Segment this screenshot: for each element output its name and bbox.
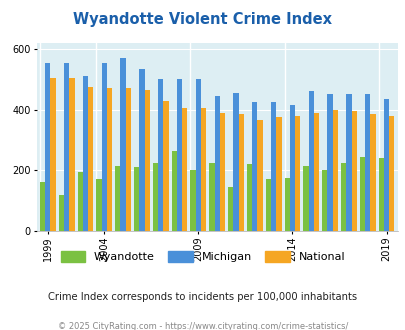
Bar [158, 79, 163, 231]
Bar [252, 102, 257, 231]
Bar [228, 187, 233, 231]
Bar [182, 108, 187, 231]
Bar [83, 76, 88, 231]
Bar [126, 88, 131, 231]
Bar [340, 163, 345, 231]
Bar [257, 120, 262, 231]
Text: Wyandotte Violent Crime Index: Wyandotte Violent Crime Index [73, 12, 332, 26]
Bar [115, 166, 120, 231]
Bar [332, 110, 337, 231]
Bar [144, 90, 149, 231]
Bar [69, 78, 75, 231]
Bar [303, 166, 308, 231]
Bar [378, 158, 383, 231]
Bar [219, 113, 224, 231]
Bar [107, 88, 112, 231]
Bar [64, 63, 69, 231]
Bar [364, 94, 369, 231]
Bar [190, 170, 195, 231]
Bar [238, 114, 243, 231]
Bar [351, 111, 356, 231]
Bar [171, 150, 177, 231]
Bar [308, 91, 313, 231]
Bar [209, 163, 214, 231]
Bar [88, 87, 93, 231]
Bar [284, 178, 289, 231]
Bar [383, 99, 388, 231]
Bar [59, 195, 64, 231]
Bar [214, 96, 219, 231]
Bar [96, 180, 101, 231]
Bar [40, 182, 45, 231]
Bar [120, 58, 126, 231]
Bar [195, 79, 200, 231]
Bar [134, 167, 139, 231]
Bar [152, 163, 158, 231]
Bar [139, 69, 144, 231]
Bar [276, 117, 281, 231]
Bar [388, 116, 394, 231]
Bar [233, 93, 238, 231]
Bar [77, 172, 83, 231]
Bar [177, 79, 182, 231]
Bar [345, 94, 351, 231]
Bar [101, 63, 107, 231]
Bar [294, 116, 300, 231]
Legend: Wyandotte, Michigan, National: Wyandotte, Michigan, National [56, 247, 349, 267]
Bar [45, 63, 50, 231]
Bar [246, 164, 252, 231]
Bar [359, 157, 364, 231]
Text: © 2025 CityRating.com - https://www.cityrating.com/crime-statistics/: © 2025 CityRating.com - https://www.city… [58, 322, 347, 330]
Bar [327, 94, 332, 231]
Bar [289, 105, 294, 231]
Bar [50, 78, 55, 231]
Bar [271, 102, 276, 231]
Text: Crime Index corresponds to incidents per 100,000 inhabitants: Crime Index corresponds to incidents per… [48, 292, 357, 302]
Bar [313, 113, 318, 231]
Bar [265, 180, 271, 231]
Bar [163, 101, 168, 231]
Bar [200, 108, 206, 231]
Bar [322, 170, 327, 231]
Bar [369, 114, 375, 231]
